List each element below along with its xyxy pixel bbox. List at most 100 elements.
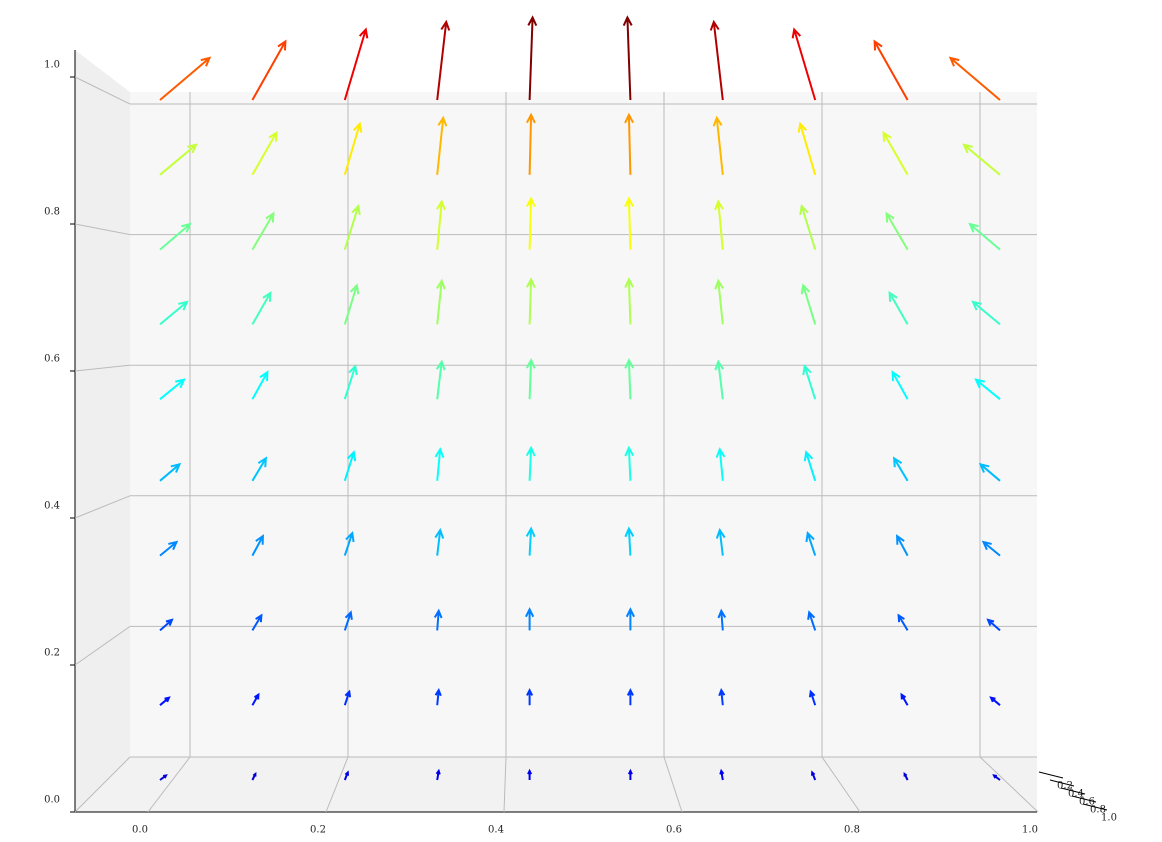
arrow [807,610,817,631]
arrow [803,450,817,482]
arrow [436,278,446,325]
arrow [251,39,287,101]
arrow [968,222,1001,251]
arrow [948,56,1001,101]
arrow [978,462,1001,482]
z-tick-label: 0.4 [44,501,60,512]
arrow [343,121,363,176]
arrow [624,196,635,250]
arrow [251,211,275,251]
arrow [525,277,536,325]
arrow [159,540,179,557]
arrow [343,27,369,101]
z-tick-label: 0.8 [44,207,60,218]
arrow [159,462,182,482]
y-tick-label: 0.2 [1057,781,1073,792]
arrow [622,15,633,101]
arrow [159,618,174,632]
arrow [714,199,724,250]
arrow [435,768,441,781]
z-tick-label: 0.2 [44,648,60,659]
arrow [159,378,186,400]
arrow [434,527,445,556]
grid-line [74,495,131,519]
grid-line [74,364,131,372]
arrow [343,364,358,400]
x-tick-label: 0.4 [488,825,504,836]
z-tick-label: 1.0 [44,60,60,71]
tick-mark [1049,779,1075,787]
arrow [343,689,352,706]
x-tick-label: 1.0 [1022,825,1038,836]
arrow [989,696,1001,706]
arrow [343,283,360,325]
arrow [434,447,445,481]
arrow [159,222,192,251]
arrow [810,770,817,781]
y-tick-label: 0.6 [1079,797,1095,808]
arrow [251,370,269,400]
tick-mark [1071,795,1097,803]
z-tick-label: 0.0 [44,795,60,806]
arrow [896,534,909,557]
arrow [900,692,909,706]
arrow [799,203,817,250]
arrow [624,112,634,175]
arrow [526,112,536,175]
grid-line [74,76,131,105]
x-tick-label: 0.6 [666,825,682,836]
arrow [436,115,448,175]
arrow [624,526,635,556]
tick-mark [1060,787,1086,795]
arrow [343,610,353,631]
arrow [525,196,536,250]
arrow [974,378,1001,400]
arrow [888,290,909,325]
grid-line [663,756,683,813]
arrow [159,774,168,781]
arrow [882,130,909,176]
arrow [343,770,350,781]
side-pane [75,50,130,812]
arrow [525,526,536,556]
grid-line [821,756,861,813]
arrow [436,199,446,250]
arrow [525,357,536,400]
grid-line [979,756,1039,813]
arrow [343,450,357,482]
arrow [624,357,635,400]
arrow [715,447,726,481]
arrow [718,687,726,706]
floor-pane [75,757,1037,812]
arrow [525,607,535,631]
grid-line [147,756,191,813]
y-tick-label: 0.8 [1090,805,1106,816]
grid-line [503,756,507,813]
arrow [712,115,724,175]
grid-line [325,756,349,813]
arrow [527,15,538,101]
arrow [159,696,171,706]
arrow [526,687,534,706]
grid-line [74,223,131,236]
arrow [434,687,442,706]
arrow [625,607,635,631]
arrow [435,359,446,400]
x-tick-label: 0.0 [132,825,148,836]
grid-line [74,625,131,666]
arrow [627,768,633,780]
arrow [251,130,278,176]
tick-mark [1038,771,1064,779]
arrow [525,445,536,481]
arrow [251,692,260,706]
tick-mark [1082,803,1108,811]
arrow [527,768,533,780]
arrow [808,689,817,706]
arrow [981,540,1001,557]
arrow [962,143,1001,176]
arrow [159,143,198,176]
arrow [433,608,443,631]
arrow [626,687,634,706]
back-pane [130,92,1037,757]
